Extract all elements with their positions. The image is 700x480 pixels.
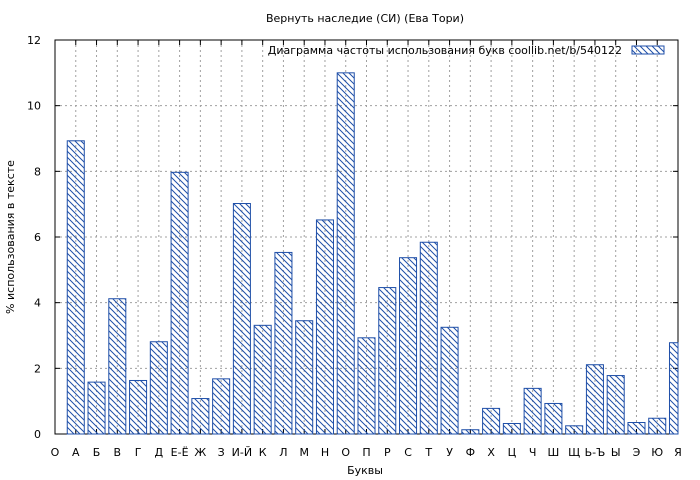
x-tick-label: У <box>446 446 453 459</box>
chart-title: Вернуть наследие (СИ) (Ева Тори) <box>266 12 464 25</box>
x-tick-label: Ц <box>508 446 517 459</box>
x-tick-label: Х <box>487 446 495 459</box>
bar <box>66 140 85 435</box>
bar <box>668 342 679 435</box>
bar <box>585 364 604 435</box>
legend-label: Диаграмма частоты использования букв coo… <box>268 44 622 57</box>
x-tick-label: Н <box>321 446 329 459</box>
y-tick-label: 4 <box>34 297 41 310</box>
x-tick-label: Р <box>384 446 391 459</box>
x-tick-label: О <box>341 446 350 459</box>
bar <box>440 326 459 435</box>
bar <box>315 219 334 435</box>
x-tick-label: И-Й <box>232 446 252 459</box>
bar <box>170 171 189 435</box>
x-tick-label: Б <box>93 446 101 459</box>
y-axis: 0 2 4 6 8 10 12 <box>27 34 678 441</box>
x-tick-label: Ж <box>194 446 206 459</box>
x-tick-label: Э <box>633 446 641 459</box>
x-tick-label: Ы <box>611 446 621 459</box>
y-tick-label: 0 <box>34 428 41 441</box>
x-tick-label: Т <box>424 446 432 459</box>
bar <box>108 298 127 435</box>
x-tick-label: К <box>259 446 267 459</box>
x-axis-label: Буквы <box>347 464 383 477</box>
bar <box>149 341 168 435</box>
x-tick-label: Ш <box>548 446 560 459</box>
bar <box>191 398 210 435</box>
x-tick-label: Ф <box>466 446 475 459</box>
legend-swatch <box>631 45 665 55</box>
legend: Диаграмма частоты использования букв coo… <box>268 44 665 57</box>
x-tick-label: Д <box>155 446 164 459</box>
bar <box>461 429 480 435</box>
bars <box>66 72 679 435</box>
bar <box>87 381 106 435</box>
bar <box>482 407 501 435</box>
x-tick-label: Я <box>674 446 682 459</box>
x-tick-label: С <box>404 446 412 459</box>
x-tick-label: П <box>362 446 370 459</box>
x-tick-label: М <box>299 446 309 459</box>
bar <box>606 375 625 435</box>
y-tick-label: 2 <box>34 362 41 375</box>
bar <box>419 241 438 435</box>
y-tick-label: 12 <box>27 34 41 47</box>
bar <box>212 378 231 435</box>
x-tick-label: Ю <box>651 446 663 459</box>
bar <box>129 379 148 435</box>
bar <box>648 417 667 435</box>
y-axis-label: % использования в тексте <box>4 160 17 314</box>
x-tick-label: О <box>51 446 60 459</box>
bar <box>523 387 542 435</box>
bar <box>502 422 521 435</box>
x-tick-label: Е-Ё <box>171 446 189 459</box>
y-tick-label: 6 <box>34 231 41 244</box>
bar <box>627 422 646 435</box>
x-tick-label: Г <box>135 446 142 459</box>
x-tick-label: А <box>72 446 80 459</box>
bar <box>565 425 584 435</box>
bar <box>378 287 397 435</box>
bar <box>336 72 355 435</box>
bar <box>232 203 251 435</box>
x-tick-label: Ч <box>529 446 537 459</box>
bar <box>544 402 563 435</box>
x-tick-label: З <box>218 446 225 459</box>
x-tick-label: Л <box>279 446 287 459</box>
y-tick-label: 10 <box>27 100 41 113</box>
bar <box>399 257 418 435</box>
y-tick-label: 8 <box>34 165 41 178</box>
bar <box>253 324 272 435</box>
bar <box>357 337 376 435</box>
x-tick-label: Ь-Ъ <box>585 446 606 459</box>
x-axis: О А Б В Г Д Е-Ё Ж З И-Й К Л М Н О П Р С Т У Ф Х Ц Ч Ш Щ Ь-Ъ Ы Э Ю Я <box>51 40 682 459</box>
x-tick-label: В <box>114 446 122 459</box>
bar <box>274 251 293 435</box>
x-tick-label: Щ <box>568 446 580 459</box>
bar <box>295 320 314 435</box>
